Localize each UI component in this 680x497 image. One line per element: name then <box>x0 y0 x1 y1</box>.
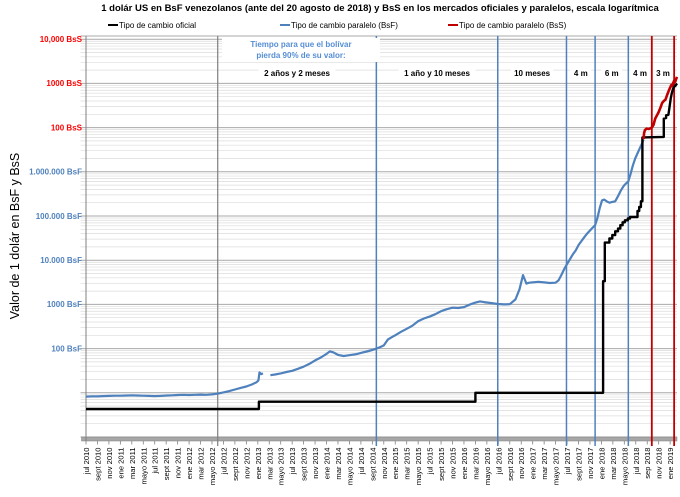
x-tick-label: sept 2015 <box>437 448 446 481</box>
legend-item-parallel-bss: Tipo de cambio paralelo (BsS) <box>448 21 566 30</box>
duration-label: 6 m <box>605 69 619 78</box>
chart-title: 1 dolár US en BsF venezolanos (ante del … <box>101 3 659 14</box>
x-tick-label: jul 2017 <box>563 448 572 476</box>
duration-label: 3 m <box>656 69 670 78</box>
x-tick-label: jul 2011 <box>151 448 160 475</box>
x-tick-label: mar 2015 <box>403 448 412 480</box>
x-tick-label: mayo 2012 <box>208 448 217 486</box>
legend-line-swatch-official <box>108 23 118 27</box>
y-tick-label: 100 BsS <box>51 123 83 132</box>
y-tick-label: 10.000 BsF <box>40 256 82 265</box>
x-tick-label: ene 2018 <box>597 448 606 480</box>
y-tick-label: 100.000 BsF <box>36 212 82 221</box>
x-tick-label: ene 2019 <box>666 448 675 480</box>
duration-label: 2 años y 2 meses <box>264 69 330 78</box>
x-tick-label: ene 2014 <box>323 448 332 480</box>
x-tick-label: jul 2016 <box>494 447 503 475</box>
parallel_bsf-line <box>85 139 645 398</box>
x-tick-label: mayo 2017 <box>552 448 561 486</box>
legend-item-official: Tipo de cambio oficial <box>108 21 196 30</box>
x-tick-label: jul 2018 <box>632 448 641 476</box>
x-axis <box>81 36 678 445</box>
x-tick-label: nov 2015 <box>449 448 458 479</box>
y-axis-title: Valor de 1 dolár en BsF y BsS <box>8 152 22 320</box>
x-tick-label: nov 2018 <box>655 448 664 479</box>
legend-label-official: Tipo de cambio oficial <box>119 21 197 30</box>
x-tick-label: sept 2013 <box>300 448 309 481</box>
x-tick-label: nov 2011 <box>174 448 183 479</box>
x-tick-label: mayo 2011 <box>139 448 148 485</box>
x-axis-labels: jul 2010 sept 2010 nov 2010 ene 2011 mar 201… <box>82 447 675 485</box>
chart-legend: Tipo de cambio oficial Tipo de cambio pa… <box>0 21 680 35</box>
x-tick-label: nov 2013 <box>311 448 320 479</box>
x-tick-label: nov 2014 <box>380 448 389 479</box>
x-tick-label: jul 2012 <box>219 448 228 476</box>
x-tick-label: mar 2017 <box>540 448 549 480</box>
gridlines <box>80 35 677 438</box>
x-tick-label: sept 2010 <box>93 448 102 481</box>
x-tick-label: mayo 2013 <box>277 448 286 486</box>
y-tick-label: 1000 BsF <box>47 300 82 309</box>
y-tick-label: 1000 BsS <box>46 79 82 88</box>
y-tick-label: 1.000.000 BsF <box>29 168 82 177</box>
legend-label-parallel-bss: Tipo de cambio paralelo (BsS) <box>459 21 567 30</box>
x-tick-label: mar 2012 <box>197 448 206 480</box>
x-tick-label: ene 2015 <box>391 448 400 480</box>
annotation-header-line2: pierda 90% de su valor: <box>256 51 346 60</box>
duration-label: 4 m <box>574 69 588 78</box>
x-tick-label: jul 2015 <box>426 448 435 476</box>
official-line <box>86 82 678 411</box>
x-tick-label: mayo 2014 <box>345 448 354 486</box>
x-tick-label: mar 2013 <box>265 448 274 480</box>
parallel_bss-line <box>642 76 679 140</box>
x-tick-label: jul 2014 <box>357 448 366 476</box>
y-tick-label: 100 BsF <box>51 344 82 353</box>
x-tick-label: mayo 2015 <box>414 448 423 486</box>
x-tick-label: nov 2010 <box>105 448 114 479</box>
x-tick-label: sep 2018 <box>643 448 652 479</box>
legend-line-swatch-parallel-bss <box>448 23 458 27</box>
x-tick-label: ene 2017 <box>529 448 538 480</box>
duration-labels: 2 años y 2 meses 1 año y 10 meses 10 meses… <box>258 67 674 79</box>
x-tick-label: sept 2016 <box>506 448 515 481</box>
legend-item-parallel-bsf: Tipo de cambio paralelo (BsF) <box>280 21 398 30</box>
x-tick-label: mar 2014 <box>334 448 343 480</box>
y-tick-label: 10,000 BsS <box>40 35 83 44</box>
duration-label: 4 m <box>633 69 647 78</box>
x-tick-label: nov 2016 <box>517 448 526 479</box>
x-tick-label: sept 2014 <box>368 448 377 481</box>
x-tick-label: jul 2013 <box>288 448 297 476</box>
y-axis-labels: 10,000 BsS 1000 BsS 100 BsS 1.000.000 BsF 10… <box>29 35 83 353</box>
x-tick-label: nov 2012 <box>242 448 251 479</box>
x-tick-label: sept 2011 <box>162 448 171 481</box>
legend-line-swatch-parallel-bsf <box>280 23 290 27</box>
duration-label: 10 meses <box>514 69 551 78</box>
x-tick-label: sept 2017 <box>575 448 584 481</box>
annotation-header: Tiempo para que el bolívar pierda 90% de… <box>222 38 380 62</box>
x-tick-label: ene 2016 <box>460 448 469 480</box>
x-tick-label: mayo 2016 <box>483 447 492 485</box>
legend-label-parallel-bsf: Tipo de cambio paralelo (BsF) <box>291 21 398 30</box>
x-tick-label: sept 2012 <box>231 448 240 481</box>
x-tick-label: mar 2018 <box>609 448 618 480</box>
x-tick-label: ene 2011 <box>116 448 125 479</box>
x-tick-label: ene 2012 <box>185 448 194 480</box>
x-tick-label: mayo 2018 <box>620 448 629 486</box>
x-tick-label: mar 2016 <box>471 448 480 480</box>
x-tick-label: jul 2010 <box>82 448 91 476</box>
decade-dividers <box>217 36 676 446</box>
annotation-header-line1: Tiempo para que el bolívar <box>250 40 352 49</box>
x-tick-label: nov 2017 <box>586 448 595 479</box>
x-tick-label: mar 2011 <box>128 448 137 480</box>
duration-label: 1 año y 10 meses <box>404 69 470 78</box>
x-tick-label: ene 2013 <box>254 448 263 480</box>
